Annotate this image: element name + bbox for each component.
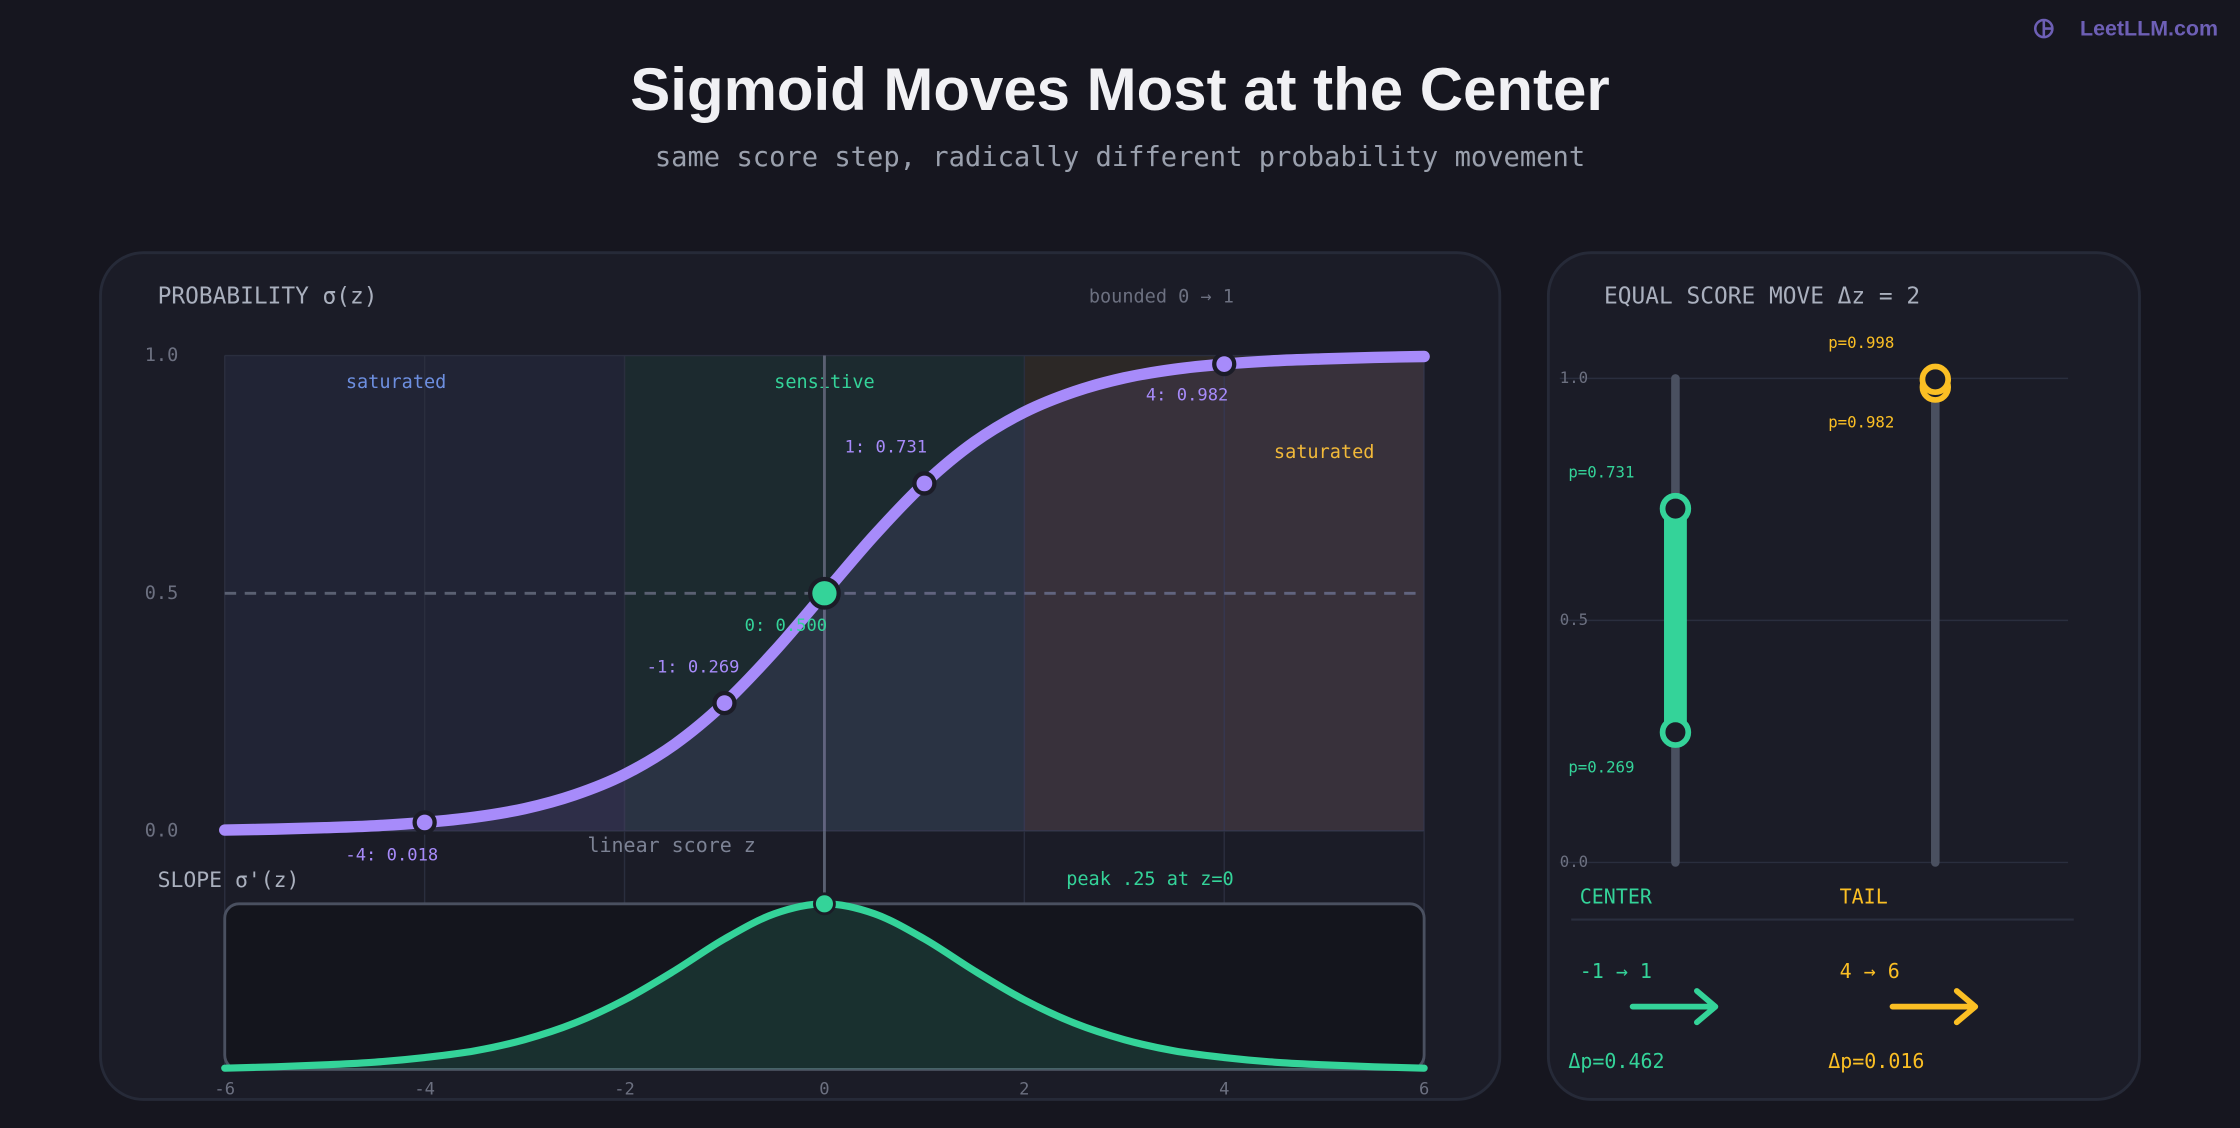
- point-label: 0: 0.500: [745, 616, 827, 636]
- brand: LeetLLM.com: [2080, 17, 2218, 41]
- from-label: p=0.269: [1568, 757, 1634, 776]
- item-range: -1 → 1: [1580, 959, 1652, 983]
- x-tick-label: 2: [1019, 1079, 1029, 1099]
- to-point: [1659, 492, 1692, 525]
- point: [712, 690, 737, 716]
- item-name: TAIL: [1840, 885, 1888, 909]
- arrow: [1889, 988, 1979, 1026]
- point: [1212, 351, 1237, 377]
- item-name: CENTER: [1580, 885, 1653, 909]
- to-label: p=0.998: [1828, 333, 1894, 352]
- point-label: -4: 0.018: [345, 845, 438, 865]
- y-tick-label: 0.0: [1560, 852, 1588, 871]
- from-label: p=0.982: [1828, 412, 1894, 431]
- to-point: [1919, 363, 1952, 396]
- point: [912, 471, 937, 496]
- panel-note: bounded 0 → 1: [1089, 286, 1234, 307]
- subtitle: same score step, radically different pro…: [655, 142, 1585, 173]
- slope-area: [224, 903, 1425, 1070]
- item-range: 4 → 6: [1840, 959, 1900, 983]
- point-label: 4: 0.982: [1146, 386, 1228, 406]
- y-tick-label: 0.5: [145, 583, 179, 604]
- x-tick-label: 4: [1219, 1079, 1229, 1099]
- x-tick-label: -2: [614, 1079, 635, 1099]
- x-axis-label: linear score z: [587, 833, 755, 857]
- point-label: -1: 0.269: [647, 657, 740, 677]
- delta-label: Δp=0.462: [1568, 1049, 1664, 1073]
- panel-title: EQUAL SCORE MOVE Δz = 2: [1604, 283, 1920, 309]
- x-tick-label: -4: [414, 1079, 435, 1099]
- panel-title: SLOPE σ'(z): [158, 868, 300, 893]
- x-tick-label: -6: [214, 1079, 235, 1099]
- point: [412, 810, 437, 835]
- y-tick-label: 0.0: [145, 821, 179, 842]
- y-tick-label: 1.0: [1560, 368, 1588, 387]
- y-tick-label: 0.5: [1560, 610, 1588, 629]
- peak-point: [813, 892, 836, 916]
- arrow: [1629, 988, 1719, 1026]
- annotation: peak .25 at z=0: [1066, 869, 1234, 890]
- left-card: [99, 251, 1502, 1101]
- brand-icon: [2033, 18, 2054, 39]
- title: Sigmoid Moves Most at the Center: [630, 56, 1609, 123]
- right-card: [1546, 251, 2141, 1101]
- delta-label: Δp=0.016: [1828, 1049, 1924, 1073]
- x-tick-label: 0: [819, 1079, 829, 1099]
- region-label: saturated: [346, 372, 447, 393]
- point-label: 1: 0.731: [845, 438, 927, 458]
- y-tick-label: 1.0: [145, 345, 179, 366]
- panel-title: PROBABILITY σ(z): [158, 283, 378, 309]
- region-label: saturated: [1274, 442, 1375, 463]
- to-label: p=0.731: [1568, 462, 1634, 481]
- x-tick-label: 6: [1419, 1079, 1429, 1099]
- from-point: [1659, 716, 1692, 748]
- point: [808, 576, 841, 610]
